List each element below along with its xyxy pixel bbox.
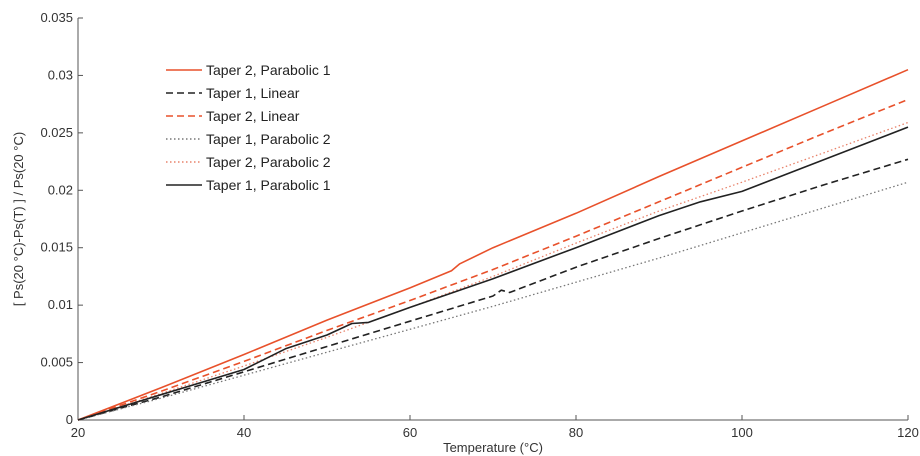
x-axis-ticks: 20 40 60 80 100 120 <box>71 415 919 440</box>
x-tick-label: 100 <box>731 425 753 440</box>
legend-entry-label: Taper 1, Parabolic 2 <box>206 131 331 147</box>
chart-axes <box>77 18 908 421</box>
legend-entry-label: Taper 2, Linear <box>206 108 300 124</box>
series-line-6 <box>77 126 909 421</box>
y-axis-ticks: 0 0.005 0.01 0.015 0.02 0.025 0.03 0.035 <box>40 10 83 427</box>
x-axis-label: Temperature (°C) <box>443 440 543 455</box>
x-tick-label: 20 <box>71 425 85 440</box>
series-line-4 <box>77 181 909 421</box>
series-layer <box>77 68 909 421</box>
y-tick-label: 0.015 <box>40 240 73 255</box>
x-tick-label: 120 <box>897 425 919 440</box>
legend: Taper 2, Parabolic 1 Taper 1, Linear Taper… <box>166 62 331 193</box>
series-line-3 <box>77 98 909 421</box>
series-line-5 <box>77 121 909 421</box>
x-tick-label: 80 <box>569 425 583 440</box>
series-line-2 <box>77 158 909 421</box>
legend-entry-label: Taper 1, Parabolic 1 <box>206 177 331 193</box>
x-tick-label: 40 <box>237 425 251 440</box>
legend-entry-label: Taper 2, Parabolic 2 <box>206 154 331 170</box>
y-tick-label: 0 <box>66 412 73 427</box>
y-tick-label: 0.025 <box>40 125 73 140</box>
y-tick-label: 0.005 <box>40 355 73 370</box>
y-tick-label: 0.02 <box>48 182 73 197</box>
y-tick-label: 0.01 <box>48 297 73 312</box>
y-tick-label: 0.035 <box>40 10 73 25</box>
x-tick-label: 60 <box>403 425 417 440</box>
legend-entry-label: Taper 2, Parabolic 1 <box>206 62 331 78</box>
y-tick-label: 0.03 <box>48 67 73 82</box>
series-line-1 <box>77 68 909 421</box>
legend-entry-label: Taper 1, Linear <box>206 85 300 101</box>
y-axis-label: [ Ps(20 °C)-Ps(T) ] / Ps(20 °C) <box>11 132 26 306</box>
